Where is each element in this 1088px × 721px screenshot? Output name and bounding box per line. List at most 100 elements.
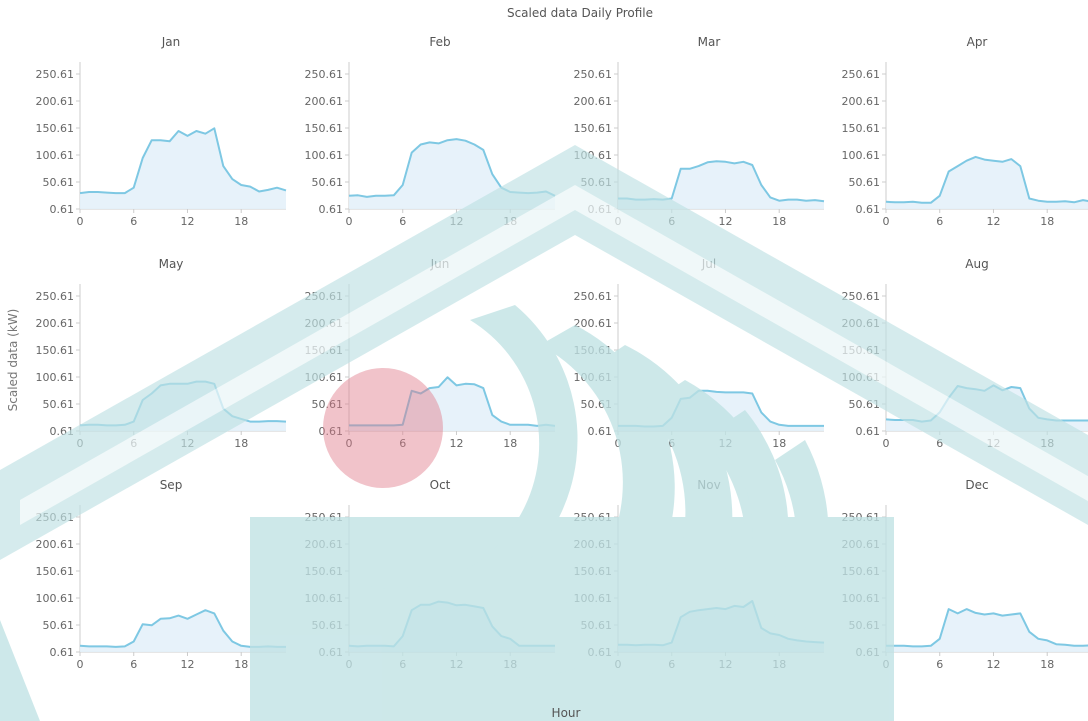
y-axis-label: Scaled data (kW) (6, 308, 20, 412)
y-tick-label-aug: 200.61 (842, 317, 881, 330)
y-tick-label-jun: 150.61 (305, 344, 344, 357)
y-tick-label-oct: 200.61 (305, 538, 344, 551)
y-tick-label-may: 150.61 (36, 344, 75, 357)
x-tick-label-jun: 6 (399, 437, 406, 450)
x-tick-label-jun: 0 (346, 437, 353, 450)
x-tick-label-oct: 6 (399, 658, 406, 671)
y-tick-label-may: 50.61 (43, 398, 75, 411)
y-tick-label-feb: 250.61 (305, 68, 344, 81)
y-tick-label-dec: 200.61 (842, 538, 881, 551)
area-mar (618, 161, 824, 209)
y-tick-label-jul: 250.61 (574, 290, 613, 303)
y-tick-label-mar: 50.61 (581, 176, 613, 189)
y-tick-label-feb: 200.61 (305, 95, 344, 108)
x-tick-label-dec: 18 (1040, 658, 1054, 671)
y-tick-label-aug: 150.61 (842, 344, 881, 357)
x-tick-label-may: 0 (77, 437, 84, 450)
x-tick-label-may: 6 (130, 437, 137, 450)
y-tick-label-jul: 50.61 (581, 398, 613, 411)
area-aug (886, 385, 1088, 431)
y-tick-label-nov: 0.61 (588, 646, 613, 659)
y-tick-label-may: 0.61 (50, 425, 75, 438)
y-tick-label-oct: 50.61 (312, 619, 344, 632)
y-tick-label-feb: 0.61 (319, 203, 344, 216)
x-tick-label-nov: 18 (772, 658, 786, 671)
y-tick-label-mar: 250.61 (574, 68, 613, 81)
x-tick-label-sep: 18 (234, 658, 248, 671)
x-tick-label-sep: 6 (130, 658, 137, 671)
y-tick-label-apr: 0.61 (856, 203, 881, 216)
y-tick-label-sep: 200.61 (36, 538, 75, 551)
x-tick-label-apr: 6 (936, 215, 943, 228)
y-tick-label-jun: 200.61 (305, 317, 344, 330)
y-tick-label-nov: 100.61 (574, 592, 613, 605)
area-may (80, 381, 286, 431)
y-tick-label-nov: 50.61 (581, 619, 613, 632)
y-tick-label-dec: 150.61 (842, 565, 881, 578)
x-tick-label-oct: 0 (346, 658, 353, 671)
x-tick-label-oct: 12 (449, 658, 463, 671)
y-tick-label-feb: 100.61 (305, 149, 344, 162)
area-dec (886, 609, 1088, 652)
y-tick-label-jan: 0.61 (50, 203, 75, 216)
y-tick-label-jul: 100.61 (574, 371, 613, 384)
x-tick-label-jul: 6 (668, 437, 675, 450)
y-tick-label-dec: 250.61 (842, 511, 881, 524)
y-tick-label-oct: 0.61 (319, 646, 344, 659)
y-tick-label-jan: 50.61 (43, 176, 75, 189)
area-feb (349, 139, 555, 209)
chart-title: Scaled data Daily Profile (506, 6, 654, 20)
y-tick-label-apr: 50.61 (849, 176, 881, 189)
x-tick-label-jan: 6 (130, 215, 137, 228)
y-tick-label-sep: 250.61 (36, 511, 75, 524)
y-tick-label-apr: 250.61 (842, 68, 881, 81)
panel-title-nov: Nov (697, 478, 720, 492)
y-tick-label-dec: 50.61 (849, 619, 881, 632)
y-tick-label-feb: 150.61 (305, 122, 344, 135)
y-tick-label-nov: 150.61 (574, 565, 613, 578)
x-tick-label-aug: 12 (986, 437, 1000, 450)
y-tick-label-feb: 50.61 (312, 176, 344, 189)
x-tick-label-jan: 0 (77, 215, 84, 228)
y-tick-label-dec: 0.61 (856, 646, 881, 659)
x-tick-label-sep: 0 (77, 658, 84, 671)
x-tick-label-sep: 12 (180, 658, 194, 671)
y-tick-label-may: 100.61 (36, 371, 75, 384)
x-tick-label-mar: 0 (615, 215, 622, 228)
y-tick-label-aug: 250.61 (842, 290, 881, 303)
y-tick-label-apr: 100.61 (842, 149, 881, 162)
y-tick-label-mar: 100.61 (574, 149, 613, 162)
x-tick-label-mar: 18 (772, 215, 786, 228)
y-tick-label-mar: 200.61 (574, 95, 613, 108)
panel-title-jan: Jan (161, 35, 181, 49)
x-tick-label-dec: 6 (936, 658, 943, 671)
x-tick-label-feb: 18 (503, 215, 517, 228)
y-tick-label-aug: 100.61 (842, 371, 881, 384)
x-tick-label-dec: 12 (986, 658, 1000, 671)
panel-title-sep: Sep (160, 478, 183, 492)
area-jun (349, 377, 555, 431)
panel-title-oct: Oct (430, 478, 451, 492)
x-tick-label-feb: 0 (346, 215, 353, 228)
y-tick-label-jul: 0.61 (588, 425, 613, 438)
y-tick-label-mar: 0.61 (588, 203, 613, 216)
panel-title-apr: Apr (967, 35, 988, 49)
y-tick-label-dec: 100.61 (842, 592, 881, 605)
x-tick-label-jul: 18 (772, 437, 786, 450)
x-tick-label-may: 12 (180, 437, 194, 450)
y-tick-label-aug: 50.61 (849, 398, 881, 411)
y-tick-label-oct: 100.61 (305, 592, 344, 605)
y-tick-label-jan: 200.61 (36, 95, 75, 108)
y-tick-label-jun: 100.61 (305, 371, 344, 384)
x-tick-label-oct: 18 (503, 658, 517, 671)
x-tick-label-mar: 12 (718, 215, 732, 228)
x-tick-label-dec: 0 (883, 658, 890, 671)
y-tick-label-sep: 50.61 (43, 619, 75, 632)
x-tick-label-apr: 18 (1040, 215, 1054, 228)
series-line-dec (886, 608, 1088, 648)
x-tick-label-apr: 0 (883, 215, 890, 228)
panel-title-aug: Aug (965, 257, 988, 271)
y-tick-label-jul: 200.61 (574, 317, 613, 330)
x-tick-label-jun: 12 (449, 437, 463, 450)
